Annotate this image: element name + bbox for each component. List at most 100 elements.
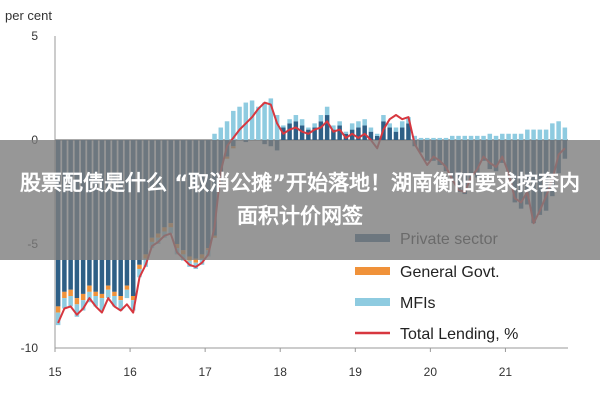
bar-mfis: [556, 121, 561, 140]
bar-mfis: [281, 125, 286, 128]
bar-mfis: [55, 312, 61, 326]
bar-private-sector: [318, 121, 324, 140]
bar-mfis: [512, 133, 518, 140]
bar-mfis: [331, 125, 336, 130]
bar-mfis: [437, 137, 443, 140]
bar-private-sector: [406, 123, 411, 140]
bar-mfis: [312, 123, 317, 128]
bar-mfis: [399, 121, 405, 128]
bar-general-govt: [99, 293, 105, 299]
bar-mfis: [105, 289, 111, 299]
bar-mfis: [518, 133, 524, 140]
bar-mfis: [525, 129, 530, 140]
bar-private-sector: [293, 121, 299, 140]
bar-mfis: [224, 121, 230, 140]
x-tick-label: 17: [198, 365, 212, 379]
bar-private-sector: [362, 125, 367, 140]
bar-general-govt: [105, 285, 111, 290]
bar-general-govt: [112, 291, 117, 296]
bar-mfis: [218, 127, 224, 140]
bar-mfis: [62, 298, 67, 309]
bar-mfis: [550, 123, 555, 140]
bar-mfis: [256, 106, 261, 140]
legend-label: MFIs: [400, 295, 436, 312]
bar-mfis: [74, 304, 80, 317]
bar-mfis: [506, 133, 511, 140]
bar-mfis: [450, 135, 455, 140]
bar-mfis: [349, 123, 355, 130]
bar-private-sector: [399, 127, 405, 140]
bar-mfis: [287, 119, 292, 124]
bar-mfis: [318, 115, 324, 122]
bar-general-govt: [74, 298, 80, 305]
x-tick-label: 21: [499, 365, 513, 379]
bar-mfis: [356, 121, 361, 128]
bar-mfis: [368, 127, 374, 132]
bar-general-govt: [68, 289, 73, 296]
bar-mfis: [468, 135, 474, 140]
x-tick-label: 15: [48, 365, 62, 379]
bar-mfis: [299, 119, 305, 126]
legend-label: General Govt.: [400, 264, 500, 281]
bar-general-govt: [87, 285, 92, 292]
bar-private-sector: [374, 135, 380, 140]
bar-mfis: [543, 129, 549, 140]
legend-swatch: [355, 298, 390, 306]
bar-mfis: [531, 129, 536, 140]
bar-private-sector: [287, 123, 292, 140]
bar-mfis: [87, 291, 92, 303]
bar-mfis: [80, 300, 86, 311]
bar-mfis: [231, 110, 236, 140]
bar-private-sector: [393, 131, 399, 140]
bar-mfis: [500, 133, 505, 140]
bar-mfis: [337, 121, 342, 126]
bar-general-govt: [93, 291, 98, 296]
bar-private-sector: [337, 125, 342, 140]
bar-mfis: [424, 137, 430, 140]
bar-mfis: [343, 131, 349, 134]
bar-mfis: [93, 296, 98, 307]
bar-mfis: [462, 135, 468, 140]
bar-mfis: [137, 268, 142, 278]
bar-general-govt: [193, 258, 199, 263]
bar-general-govt: [137, 264, 142, 269]
headline-text[interactable]: 股票配债是什么 “取消公摊”开始落地！湖南衡阳要求按套内面积计价网签: [20, 171, 580, 228]
bar-general-govt: [124, 285, 130, 290]
headline-banner[interactable]: 股票配债是什么 “取消公摊”开始落地！湖南衡阳要求按套内面积计价网签: [0, 140, 600, 260]
bar-mfis: [362, 119, 367, 126]
bar-mfis: [443, 137, 449, 140]
bar-private-sector: [331, 129, 336, 140]
x-ticks: 15 16 17 18 19 20 21: [48, 348, 512, 379]
y-tick-label: 5: [31, 29, 38, 43]
bar-mfis: [124, 289, 130, 299]
bar-mfis: [431, 137, 436, 140]
bar-mfis: [249, 100, 255, 140]
bar-mfis: [274, 115, 280, 140]
bar-private-sector: [312, 127, 317, 140]
bar-mfis: [481, 135, 486, 140]
bar-general-govt: [55, 306, 61, 313]
x-tick-label: 20: [424, 365, 438, 379]
bar-mfis: [243, 102, 249, 140]
bar-mfis: [393, 127, 399, 132]
bar-mfis: [487, 133, 493, 140]
bar-mfis: [493, 135, 499, 140]
bar-mfis: [293, 115, 299, 122]
bar-mfis: [237, 106, 242, 140]
bar-private-sector: [356, 127, 361, 140]
bar-private-sector: [306, 129, 311, 140]
bar-mfis: [130, 300, 136, 311]
x-tick-label: 19: [349, 365, 363, 379]
legend-label: Total Lending, %: [400, 326, 518, 343]
y-tick-label: -10: [21, 341, 39, 355]
bar-mfis: [374, 133, 380, 136]
x-tick-label: 16: [123, 365, 137, 379]
bar-general-govt: [130, 296, 136, 301]
bar-mfis: [212, 133, 217, 140]
bar-mfis: [381, 115, 386, 122]
bar-mfis: [387, 123, 392, 128]
bar-mfis: [306, 127, 311, 130]
bar-mfis: [418, 137, 424, 140]
bar-mfis: [412, 135, 417, 140]
bar-general-govt: [118, 296, 123, 301]
